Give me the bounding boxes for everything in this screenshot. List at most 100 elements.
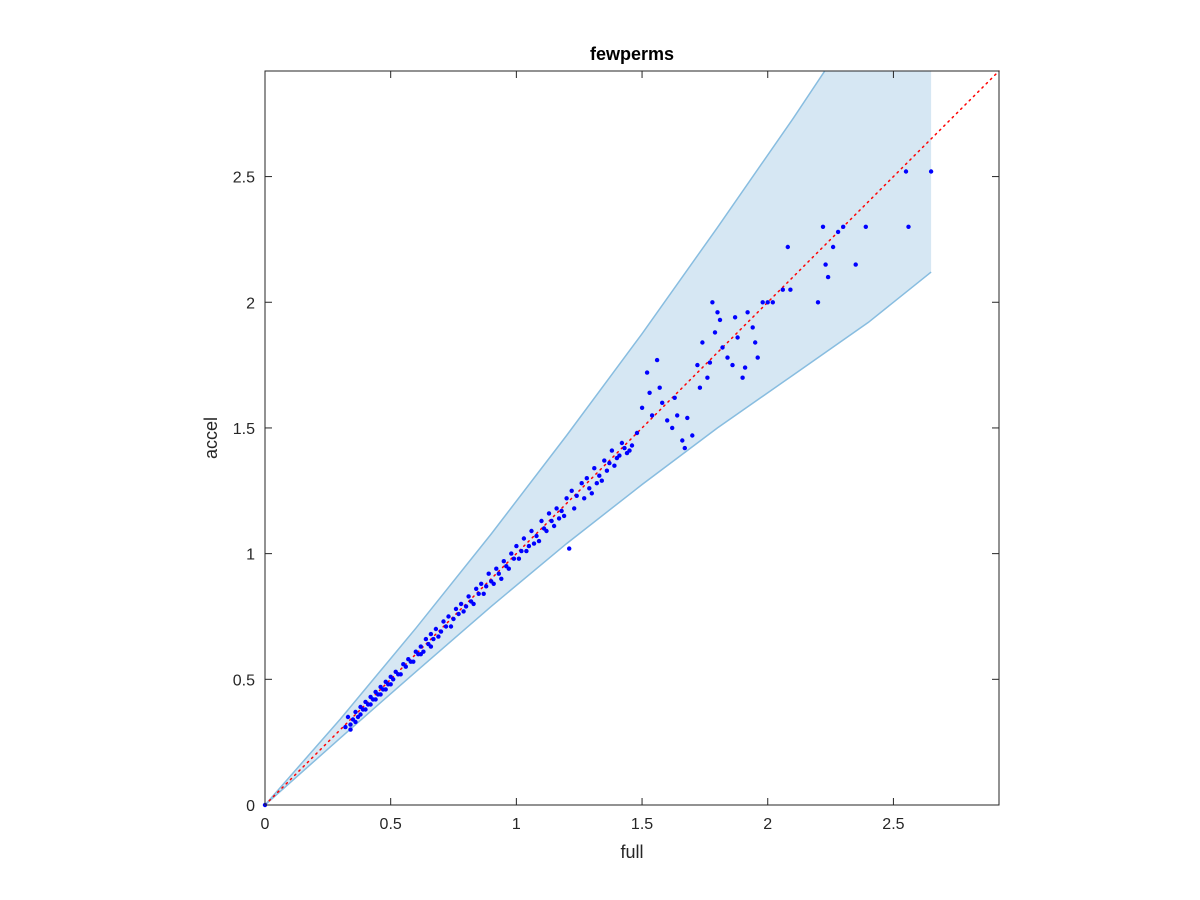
scatter-point	[539, 518, 544, 524]
scatter-point	[906, 224, 911, 229]
scatter-point	[534, 533, 539, 539]
scatter-point	[815, 300, 821, 305]
confidence-band-layer	[265, 71, 932, 805]
scatter-point	[453, 606, 459, 612]
scatter-point	[604, 468, 610, 473]
scatter-point	[345, 714, 351, 720]
scatter-point	[564, 496, 569, 501]
scatter-point	[745, 310, 750, 315]
scatter-point	[715, 310, 720, 315]
scatter-point	[823, 262, 828, 267]
scatter-point	[622, 445, 627, 451]
scatter-point	[740, 375, 745, 380]
reference-line-layer	[264, 70, 1000, 806]
scatter-point	[712, 330, 718, 335]
scatter-point	[353, 709, 358, 715]
scatter-point	[589, 491, 594, 496]
scatter-point	[443, 624, 449, 629]
scatter-point	[428, 631, 434, 637]
scatter-point	[466, 594, 471, 599]
scatter-point	[835, 229, 841, 235]
scatter-point	[524, 548, 529, 554]
scatter-point	[514, 543, 519, 549]
scatter-point	[348, 722, 353, 727]
scatter-point	[536, 538, 542, 544]
y-tick-label: 1	[246, 547, 255, 564]
scatter-point	[582, 496, 587, 501]
scatter-point	[785, 244, 790, 250]
scatter-point	[519, 548, 524, 554]
scatter-point	[584, 476, 589, 481]
scatter-point	[629, 443, 635, 448]
scatter-point	[592, 466, 597, 471]
scatter-point	[446, 614, 451, 619]
scatter-point	[526, 543, 532, 549]
scatter-point	[411, 659, 416, 664]
scatter-point	[569, 488, 574, 493]
scatter-point	[710, 300, 715, 305]
scatter-point	[491, 581, 496, 586]
scatter-point	[378, 692, 383, 697]
scatter-point	[353, 719, 358, 725]
x-tick-label: 0	[261, 816, 270, 833]
scatter-point	[841, 224, 846, 229]
scatter-point	[675, 413, 680, 418]
scatter-point	[441, 619, 446, 624]
scatter-point	[649, 413, 655, 418]
scatter-point	[423, 636, 429, 642]
x-tick-label: 0.5	[380, 816, 402, 833]
scatter-point	[903, 169, 909, 174]
scatter-point	[697, 385, 703, 390]
scatter-point	[549, 518, 554, 524]
scatter-point	[700, 340, 705, 345]
scatter-point	[665, 418, 670, 423]
x-tick-label: 1.5	[631, 816, 653, 833]
scatter-point	[531, 541, 537, 546]
scatter-point	[685, 415, 690, 421]
scatter-point	[690, 433, 695, 438]
scatter-point	[657, 385, 662, 390]
scatter-point	[544, 528, 549, 534]
scatter-point	[506, 566, 511, 571]
scatter-point	[458, 601, 464, 607]
scatter-point	[471, 601, 476, 607]
scatter-point	[516, 556, 522, 561]
scatter-point	[368, 702, 373, 707]
y-axis-ticks: 0 0.5 1 1.5 2 2.5	[233, 170, 999, 815]
scatter-point	[559, 508, 564, 514]
plot-frame	[264, 70, 1000, 806]
scatter-point	[660, 400, 665, 405]
scatter-point	[587, 486, 592, 491]
scatter-point	[496, 571, 501, 576]
scatter-point	[928, 169, 934, 174]
scatter-point	[717, 317, 723, 323]
band-upper-edge	[265, 71, 826, 805]
scatter-point	[546, 511, 552, 516]
scatter-point	[567, 546, 572, 551]
scatter-point	[403, 664, 408, 669]
x-tick-label: 1	[512, 816, 521, 833]
scatter-point	[551, 523, 557, 529]
scatter-point	[654, 357, 660, 363]
scatter-point	[358, 712, 363, 717]
scatter-point	[474, 586, 479, 591]
scatter-point	[720, 345, 725, 350]
scatter-point	[481, 591, 486, 596]
scatter-point	[479, 581, 484, 586]
scatter-point	[579, 481, 584, 486]
scatter-point	[780, 287, 785, 292]
scatter-point	[494, 566, 499, 571]
scatter-point	[788, 287, 793, 292]
scatter-point	[436, 634, 441, 639]
scatter-point	[511, 556, 517, 561]
y-tick-label: 2	[246, 295, 255, 312]
scatter-point	[456, 611, 461, 617]
scatter-point	[742, 365, 748, 370]
scatter-point	[476, 591, 481, 596]
scatter-point	[428, 644, 434, 649]
scatter-point	[561, 513, 567, 519]
scatter-point	[438, 629, 444, 634]
scatter-point	[343, 724, 348, 730]
scatter-point	[670, 425, 675, 431]
scatter-point	[521, 536, 527, 541]
